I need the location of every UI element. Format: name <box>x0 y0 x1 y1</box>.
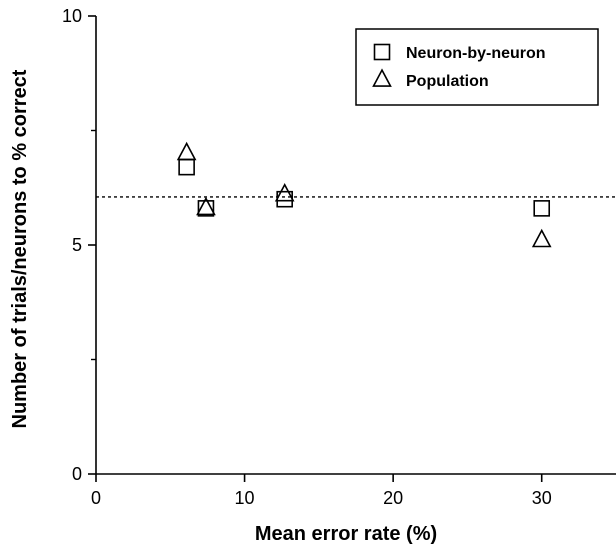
triangle-marker <box>531 228 552 248</box>
x-tick-label: 30 <box>532 488 552 508</box>
square-marker <box>533 200 551 217</box>
triangle-marker <box>176 141 197 161</box>
x-tick-label: 10 <box>235 488 255 508</box>
x-tick-label: 20 <box>383 488 403 508</box>
square-marker <box>197 200 215 217</box>
y-axis-title: Number of trials/neurons to % correct <box>9 69 31 428</box>
x-tick-label: 0 <box>91 488 101 508</box>
plot-area: 0 10 20 30 0 5 10 <box>62 6 616 508</box>
y-tick-label: 5 <box>72 235 82 255</box>
legend-triangle-marker <box>372 68 392 87</box>
y-tick-label: 10 <box>62 6 82 26</box>
legend-entries: Neuron-by-neuron Population <box>372 43 546 90</box>
triangle-marker <box>196 196 216 216</box>
legend-box <box>355 28 599 106</box>
legend-label: Population <box>406 73 489 90</box>
legend-square-marker <box>373 43 391 61</box>
y-tick-label: 0 <box>72 464 82 484</box>
square-marker <box>178 158 195 176</box>
x-axis-title: Mean error rate (%) <box>255 523 437 545</box>
legend: Neuron-by-neuron Population <box>355 28 599 106</box>
triangle-marker <box>274 182 295 202</box>
legend-label: Neuron-by-neuron <box>406 45 546 62</box>
